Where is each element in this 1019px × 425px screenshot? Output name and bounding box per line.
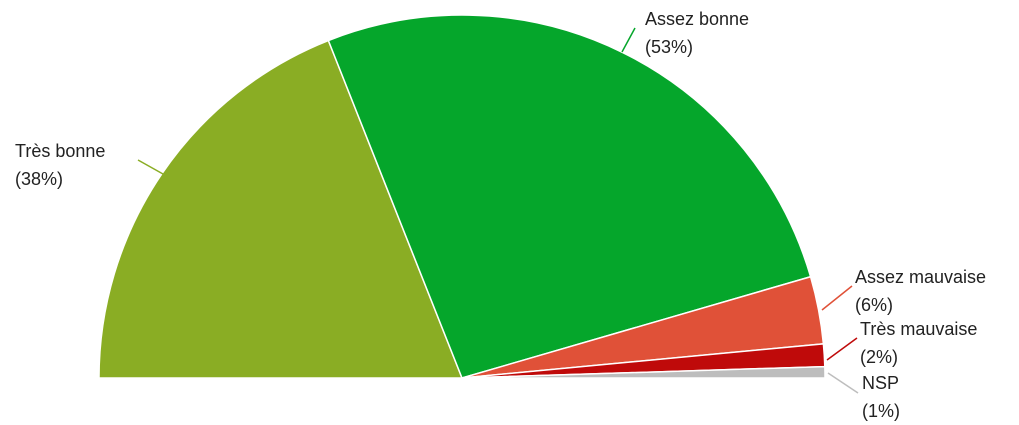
slice-label: Très mauvaise xyxy=(860,319,977,339)
slice-value-label: (1%) xyxy=(862,401,900,421)
slice-label: Assez mauvaise xyxy=(855,267,986,287)
leader-line xyxy=(821,285,853,311)
leader-line xyxy=(137,159,164,175)
slice-label: NSP xyxy=(862,373,899,393)
leader-line xyxy=(826,337,858,361)
leader-line xyxy=(827,372,859,394)
slice-label: Très bonne xyxy=(15,141,105,161)
pie-slice xyxy=(461,365,826,379)
leader-line xyxy=(621,27,636,53)
slice-value-label: (53%) xyxy=(645,37,693,57)
slice-value-label: (6%) xyxy=(855,295,893,315)
pie-slice xyxy=(327,14,812,379)
slice-value-label: (38%) xyxy=(15,169,63,189)
slice-label: Assez bonne xyxy=(645,9,749,29)
slice-value-label: (2%) xyxy=(860,347,898,367)
